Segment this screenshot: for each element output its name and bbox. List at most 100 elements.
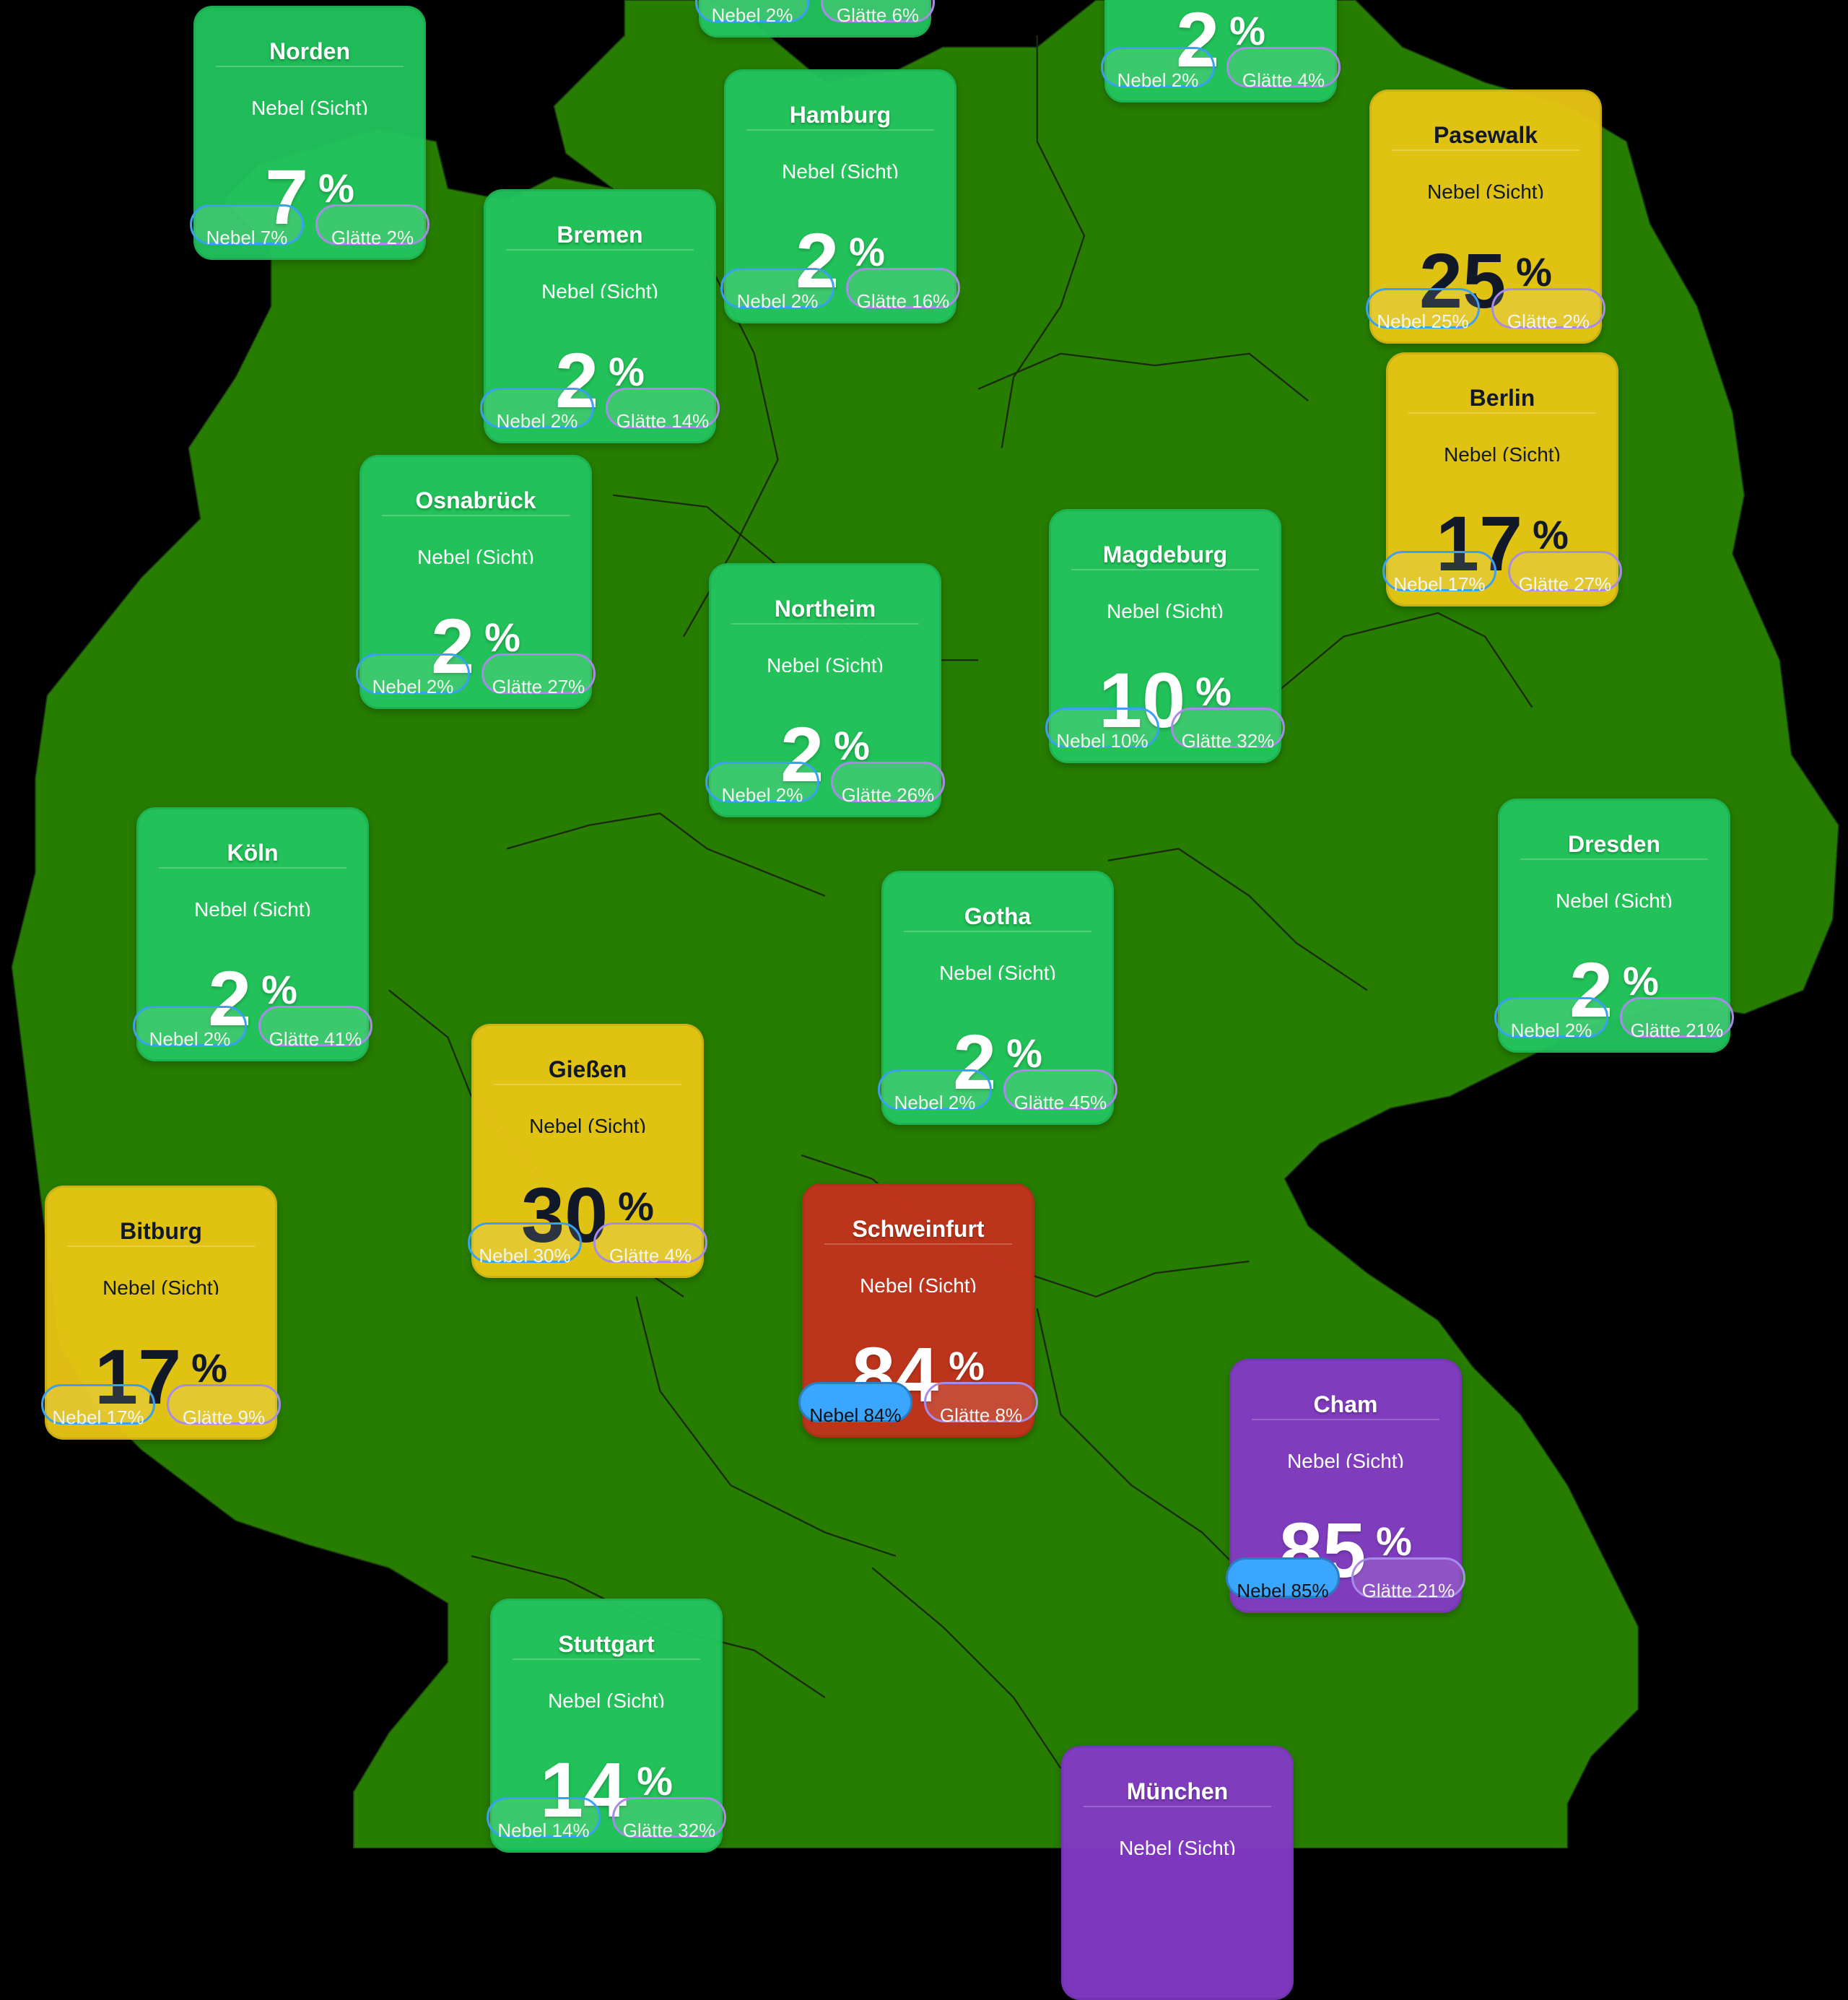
percent-sign: % bbox=[849, 229, 885, 274]
title-divider bbox=[506, 249, 694, 251]
city-forecast-card-stuttgart[interactable]: Stuttgart Nebel (Sicht) 14% Nebel 14% Gl… bbox=[487, 1599, 726, 1853]
nebel-pill-button[interactable]: Nebel 25% bbox=[1366, 288, 1480, 331]
title-divider bbox=[824, 1243, 1012, 1245]
city-name: Gießen bbox=[548, 1056, 627, 1082]
city-name: Stuttgart bbox=[558, 1631, 655, 1657]
city-name: Köln bbox=[227, 840, 279, 866]
metric-label: Nebel (Sicht) bbox=[860, 1274, 977, 1292]
glatte-pill-button[interactable]: Glätte 6% bbox=[821, 0, 935, 25]
glatte-pill-button[interactable]: Glätte 14% bbox=[606, 388, 720, 430]
percent-sign: % bbox=[1195, 669, 1232, 714]
city-name: Bremen bbox=[557, 222, 643, 248]
nebel-pill-button[interactable]: Nebel 30% bbox=[468, 1222, 582, 1265]
glatte-pill-button[interactable]: Glätte 2% bbox=[315, 204, 430, 247]
metric-label: Nebel (Sicht) bbox=[767, 654, 884, 672]
nebel-pill-button[interactable]: Nebel 10% bbox=[1045, 708, 1159, 750]
city-name: Cham bbox=[1313, 1391, 1378, 1417]
city-forecast-card-magdeburg[interactable]: Magdeburg Nebel (Sicht) 10% Nebel 10% Gl… bbox=[1045, 509, 1285, 763]
nebel-pill-button[interactable]: Nebel 17% bbox=[1382, 551, 1496, 594]
percent-sign: % bbox=[609, 349, 645, 394]
city-forecast-card-osnabrueck[interactable]: Osnabrück Nebel (Sicht) 2% Nebel 2% Glät… bbox=[356, 455, 596, 709]
city-forecast-card-giessen[interactable]: Gießen Nebel (Sicht) 30% Nebel 30% Glätt… bbox=[468, 1024, 707, 1278]
city-forecast-card-top-right[interactable]: Nebel (Sicht) 2% Nebel 2% Glätte 4% bbox=[1101, 0, 1341, 103]
title-divider bbox=[216, 66, 404, 67]
city-name: Northeim bbox=[774, 596, 876, 622]
glatte-pill-button[interactable]: Glätte 32% bbox=[1171, 708, 1285, 750]
metric-label: Nebel (Sicht) bbox=[939, 962, 1056, 980]
city-forecast-card-berlin[interactable]: Berlin Nebel (Sicht) 17% Nebel 17% Glätt… bbox=[1382, 352, 1622, 606]
nebel-pill-button[interactable]: Nebel 14% bbox=[487, 1797, 601, 1840]
percent-sign: % bbox=[618, 1183, 654, 1229]
glatte-pill-button[interactable]: Glätte 41% bbox=[258, 1006, 372, 1048]
title-divider bbox=[513, 1658, 700, 1660]
city-forecast-card-cham[interactable]: Cham Nebel (Sicht) 85% Nebel 85% Glätte … bbox=[1226, 1359, 1465, 1613]
nebel-pill-button[interactable]: Nebel 2% bbox=[878, 1069, 992, 1112]
percent-sign: % bbox=[1229, 8, 1265, 53]
metric-label: Nebel (Sicht) bbox=[1287, 1450, 1404, 1468]
city-name: Schweinfurt bbox=[852, 1216, 985, 1242]
city-forecast-card-norden[interactable]: Norden Nebel (Sicht) 7% Nebel 7% Glätte … bbox=[190, 6, 430, 260]
glatte-pill-button[interactable]: Glätte 27% bbox=[481, 653, 596, 696]
city-forecast-card-dresden[interactable]: Dresden Nebel (Sicht) 2% Nebel 2% Glätte… bbox=[1494, 799, 1734, 1053]
metric-label: Nebel (Sicht) bbox=[541, 280, 658, 298]
glatte-pill-button[interactable]: Glätte 45% bbox=[1003, 1069, 1117, 1112]
glatte-pill-button[interactable]: Glätte 2% bbox=[1491, 288, 1605, 331]
glatte-pill-button[interactable]: Glätte 9% bbox=[167, 1384, 281, 1427]
nebel-pill-button[interactable]: Nebel 2% bbox=[1101, 47, 1215, 90]
title-divider bbox=[904, 931, 1091, 932]
nebel-pill-button[interactable]: Nebel 85% bbox=[1226, 1557, 1340, 1600]
city-name: Osnabrück bbox=[415, 487, 536, 513]
city-name: Bitburg bbox=[120, 1218, 202, 1244]
glatte-pill-button[interactable]: Glätte 27% bbox=[1508, 551, 1622, 594]
glatte-pill-button[interactable]: Glätte 4% bbox=[593, 1222, 707, 1265]
metric-label: Nebel (Sicht) bbox=[1107, 600, 1224, 618]
city-forecast-card-gotha[interactable]: Gotha Nebel (Sicht) 2% Nebel 2% Glätte 4… bbox=[878, 871, 1117, 1125]
nebel-pill-button[interactable]: Nebel 2% bbox=[705, 762, 819, 804]
percent-sign: % bbox=[1376, 1518, 1412, 1564]
city-forecast-card-bremen[interactable]: Bremen Nebel (Sicht) 2% Nebel 2% Glätte … bbox=[480, 189, 720, 443]
city-forecast-card-koeln[interactable]: Köln Nebel (Sicht) 2% Nebel 2% Glätte 41… bbox=[133, 807, 372, 1061]
nebel-pill-button[interactable]: Nebel 84% bbox=[798, 1382, 912, 1425]
metric-label: Nebel (Sicht) bbox=[1556, 890, 1673, 908]
nebel-pill-button[interactable]: Nebel 2% bbox=[356, 653, 470, 696]
nebel-pill-button[interactable]: Nebel 2% bbox=[1494, 997, 1608, 1040]
glatte-pill-button[interactable]: Glätte 32% bbox=[612, 1797, 726, 1840]
city-forecast-card-pasewalk[interactable]: Pasewalk Nebel (Sicht) 25% Nebel 25% Glä… bbox=[1366, 90, 1605, 344]
city-forecast-card-muenchen[interactable]: München Nebel (Sicht) % bbox=[1061, 1746, 1294, 2000]
title-divider bbox=[1392, 149, 1579, 151]
city-forecast-card-top-center[interactable]: Nebel (Sicht) % Nebel 2% Glätte 6% bbox=[695, 0, 935, 38]
nebel-pill-button[interactable]: Nebel 2% bbox=[720, 268, 834, 310]
city-name: Dresden bbox=[1567, 831, 1661, 857]
glatte-pill-button[interactable]: Glätte 16% bbox=[846, 268, 960, 310]
glatte-pill-button[interactable]: Glätte 8% bbox=[924, 1382, 1038, 1425]
nebel-pill-button[interactable]: Nebel 7% bbox=[190, 204, 304, 247]
nebel-pill-button[interactable]: Nebel 2% bbox=[695, 0, 809, 25]
metric-label: Nebel (Sicht) bbox=[103, 1277, 219, 1295]
title-divider bbox=[746, 129, 934, 131]
metric-label: Nebel (Sicht) bbox=[251, 97, 368, 115]
nebel-pill-button[interactable]: Nebel 2% bbox=[133, 1006, 247, 1048]
glatte-pill-button[interactable]: Glätte 21% bbox=[1620, 997, 1734, 1040]
percent-sign: % bbox=[191, 1345, 227, 1391]
city-forecast-card-northeim[interactable]: Northeim Nebel (Sicht) 2% Nebel 2% Glätt… bbox=[705, 563, 945, 817]
city-forecast-card-schweinfurt[interactable]: Schweinfurt Nebel (Sicht) 84% Nebel 84% … bbox=[798, 1183, 1038, 1438]
city-forecast-card-bitburg[interactable]: Bitburg Nebel (Sicht) 17% Nebel 17% Glät… bbox=[41, 1186, 281, 1440]
glatte-pill-button[interactable]: Glätte 26% bbox=[831, 762, 945, 804]
metric-label: Nebel (Sicht) bbox=[1444, 443, 1561, 461]
glatte-pill-button[interactable]: Glätte 21% bbox=[1351, 1557, 1465, 1600]
metric-label: Nebel (Sicht) bbox=[782, 160, 899, 178]
metric-label: Nebel (Sicht) bbox=[529, 1115, 646, 1133]
percent-sign: % bbox=[1533, 512, 1569, 557]
city-name: Berlin bbox=[1469, 385, 1535, 411]
title-divider bbox=[67, 1245, 255, 1247]
percent-sign: % bbox=[1516, 249, 1552, 295]
nebel-pill-button[interactable]: Nebel 17% bbox=[41, 1384, 155, 1427]
city-forecast-card-hamburg[interactable]: Hamburg Nebel (Sicht) 2% Nebel 2% Glätte… bbox=[720, 69, 960, 323]
glatte-pill-button[interactable]: Glätte 4% bbox=[1226, 47, 1341, 90]
title-divider bbox=[494, 1084, 681, 1085]
title-divider bbox=[1408, 412, 1596, 414]
title-divider bbox=[1071, 569, 1259, 570]
title-divider bbox=[1084, 1806, 1271, 1807]
percent-sign: % bbox=[318, 165, 354, 211]
nebel-pill-button[interactable]: Nebel 2% bbox=[480, 388, 594, 430]
